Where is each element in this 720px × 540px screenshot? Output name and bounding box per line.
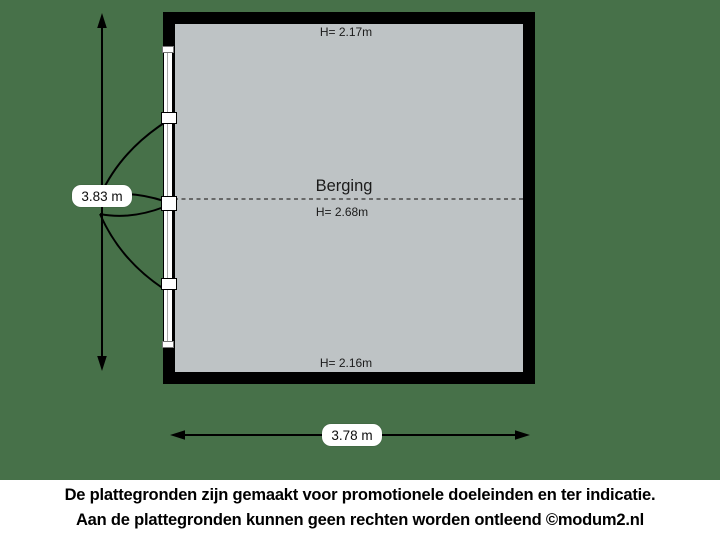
- ceiling-height-top-label: H= 2.17m: [319, 25, 373, 39]
- door-arc-bottom-outer: [99, 213, 165, 290]
- horizontal-dimension-label: 3.78 m: [322, 424, 382, 446]
- door-post-bottom: [161, 278, 177, 290]
- strip-cap-bottom: [162, 341, 174, 348]
- room-floor: [175, 24, 523, 372]
- ceiling-height-mid-label: H= 2.68m: [315, 205, 369, 219]
- room-name-label: Berging: [315, 177, 373, 195]
- strip-cap-top: [162, 46, 174, 53]
- arrow-up-icon: [97, 13, 107, 28]
- footer-band: [0, 480, 720, 540]
- door-arc-bottom-inner: [99, 206, 165, 217]
- ceiling-height-bottom-label: H= 2.16m: [319, 356, 373, 370]
- arrow-right-icon: [515, 430, 530, 440]
- disclaimer-line-1: De plattegronden zijn gemaakt voor promo…: [64, 486, 656, 504]
- door-post-top: [161, 112, 177, 124]
- disclaimer-line-2: Aan de plattegronden kunnen geen rechten…: [75, 511, 645, 529]
- arrow-down-icon: [97, 356, 107, 371]
- arrow-left-icon: [170, 430, 185, 440]
- door-post-middle: [161, 196, 177, 211]
- vertical-dimension-label: 3.83 m: [72, 185, 132, 207]
